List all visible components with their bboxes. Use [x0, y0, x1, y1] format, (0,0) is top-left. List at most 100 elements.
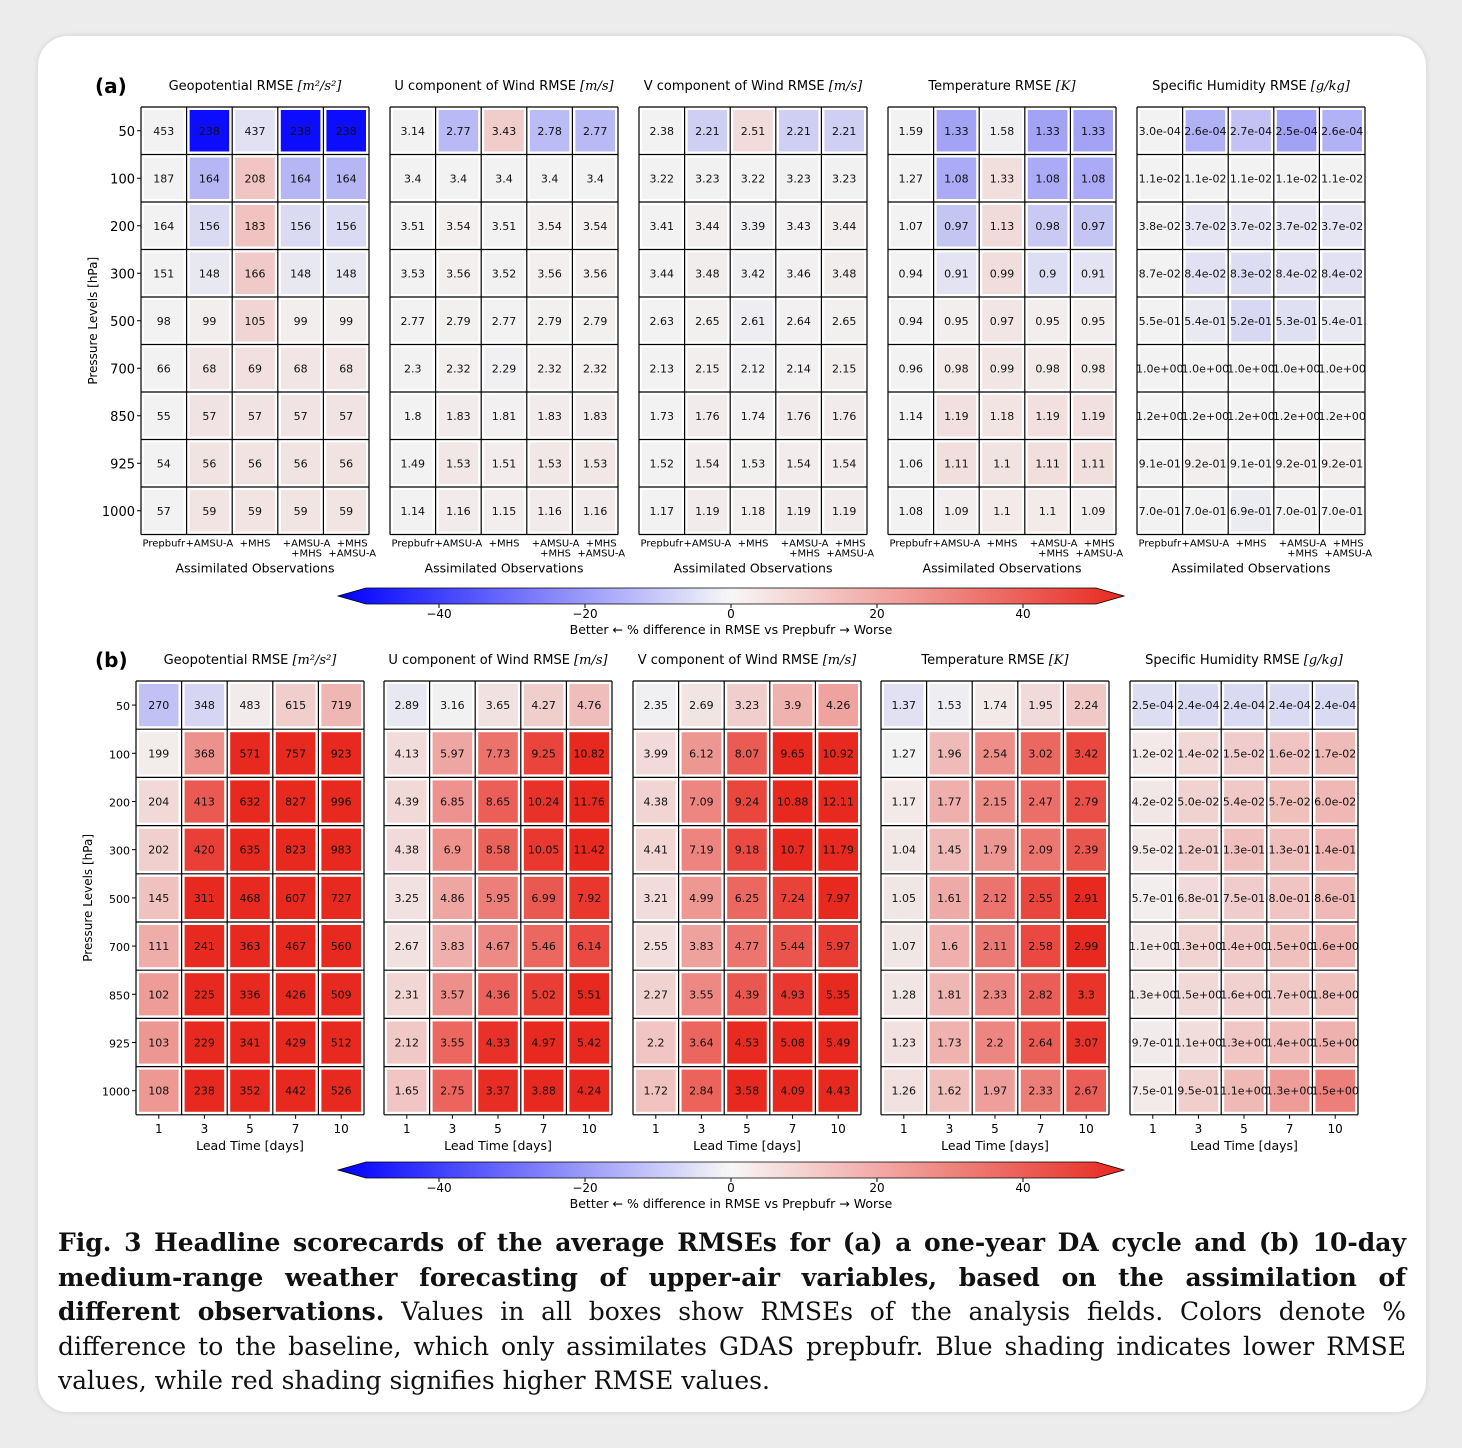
x-tick-label: 3 [698, 1122, 706, 1136]
heatmap-cell [1231, 205, 1271, 247]
cell-value: 3.44 [832, 220, 857, 233]
heatmap-cell [189, 442, 230, 484]
y-tick-label: 500 [109, 893, 130, 906]
heatmap-cell [1269, 876, 1310, 919]
title-units: [m²/s²] [297, 79, 342, 94]
heatmap-cell [478, 828, 518, 871]
x-tick-label: +AMSU-A [577, 549, 625, 560]
heatmap-cell [1185, 347, 1226, 389]
cell-value: 5.7e-01 [1132, 892, 1174, 905]
cell-value: 2.39 [1074, 844, 1099, 857]
heatmap-cell [818, 780, 858, 823]
heatmap-cell [687, 490, 728, 532]
heatmap-cell [144, 347, 184, 389]
heatmap-cell [575, 110, 615, 152]
cell-value: 7.24 [780, 892, 805, 905]
cell-value: 54 [157, 457, 171, 470]
heatmap-cell [1315, 973, 1355, 1016]
heatmap-cell [1269, 780, 1310, 823]
cell-value: 10.7 [780, 844, 805, 857]
heatmap-cell [1020, 973, 1061, 1016]
cell-value: 12.11 [822, 796, 854, 809]
heatmap-cell [184, 1021, 225, 1064]
heatmap-cell [884, 684, 924, 727]
cell-value: 5.2e-01 [1230, 315, 1272, 328]
figure-caption: Fig. 3 Headline scorecards of the averag… [58, 1226, 1406, 1399]
heatmap-cell [636, 732, 676, 775]
heatmap-cell [529, 442, 570, 484]
cell-value: 5.95 [486, 892, 511, 905]
cell-value: 3.02 [1028, 747, 1053, 760]
heatmap-cell [1140, 252, 1180, 294]
heatmap-cell [1140, 490, 1180, 532]
x-tick-label: +MHS [291, 549, 322, 560]
heatmap-cell [484, 490, 524, 532]
heatmap-cell [772, 876, 813, 919]
cell-value: 68 [339, 362, 353, 375]
cell-value: 1.2e+00 [1318, 410, 1365, 423]
heatmap-cell [529, 110, 570, 152]
colorbar-tick-label: 0 [727, 1181, 735, 1195]
heatmap-cell [478, 684, 518, 727]
heatmap-cell [484, 157, 524, 199]
heatmap-cell [432, 876, 473, 919]
cell-value: 2.6e-04 [1184, 125, 1226, 138]
cell-value: 1.33 [944, 125, 969, 138]
cell-value: 3.55 [440, 1037, 465, 1050]
cell-value: 8.3e-02 [1230, 267, 1272, 280]
heatmap-cell [1224, 684, 1264, 727]
cell-value: 10.05 [528, 844, 560, 857]
heatmap-cell [1276, 300, 1317, 342]
heatmap-cell [687, 442, 728, 484]
heatmap-cell [144, 205, 184, 247]
cell-value: 10.24 [528, 796, 560, 809]
heatmap-cell [1322, 110, 1362, 152]
x-tick-label: +MHS [337, 539, 368, 550]
heatmap-cell [778, 205, 819, 247]
cell-value: 2.79 [537, 315, 562, 328]
cell-value: 727 [331, 892, 352, 905]
cell-value: 0.91 [1081, 267, 1106, 280]
cell-value: 56 [294, 457, 308, 470]
cell-value: 1.5e+00 [1266, 940, 1313, 953]
cell-value: 0.98 [1081, 362, 1106, 375]
heatmap-cell [824, 300, 864, 342]
heatmap-subplot: Geopotential RMSE [m²/s²] 453 238 437 238 238… [102, 79, 376, 576]
heatmap-cell [1231, 395, 1271, 437]
cell-value: 1.52 [650, 457, 675, 470]
cell-value: 6.85 [440, 796, 465, 809]
heatmap-cell [772, 1069, 813, 1112]
heatmap-cell [818, 828, 858, 871]
heatmap-cell [1231, 110, 1271, 152]
cell-value: 1.19 [786, 505, 811, 518]
cell-value: 4.93 [780, 988, 805, 1001]
colorbar-tick-label: 0 [727, 607, 735, 621]
cell-value: 3.44 [650, 267, 675, 280]
heatmap-cell [139, 925, 179, 968]
heatmap-cell [1140, 442, 1180, 484]
cell-value: 5.08 [780, 1037, 805, 1050]
cell-value: 2.27 [644, 988, 669, 1001]
heatmap-cell [438, 347, 479, 389]
cell-value: 420 [194, 844, 215, 857]
heatmap-cell [929, 925, 970, 968]
heatmap-cell [1027, 442, 1068, 484]
heatmap-cell [1269, 1021, 1310, 1064]
cell-value: 0.97 [990, 315, 1015, 328]
heatmap-cell [1224, 828, 1264, 871]
heatmap-cell [1178, 1069, 1219, 1112]
cell-value: 11.76 [573, 796, 605, 809]
heatmap-cell [778, 157, 819, 199]
heatmap-cell [575, 347, 615, 389]
heatmap-cell [982, 442, 1022, 484]
cell-value: 9.65 [780, 747, 805, 760]
y-tick-label: 50 [116, 700, 130, 713]
cell-value: 9.5e-01 [1177, 1085, 1219, 1098]
cell-value: 2.64 [786, 315, 811, 328]
x-tick-label: +MHS [540, 549, 571, 560]
heatmap-cell [575, 157, 615, 199]
heatmap-cell [1269, 1069, 1310, 1112]
cell-value: 9.2e-01 [1184, 457, 1226, 470]
heatmap-cell [1322, 442, 1362, 484]
cell-value: 1.19 [1035, 410, 1060, 423]
